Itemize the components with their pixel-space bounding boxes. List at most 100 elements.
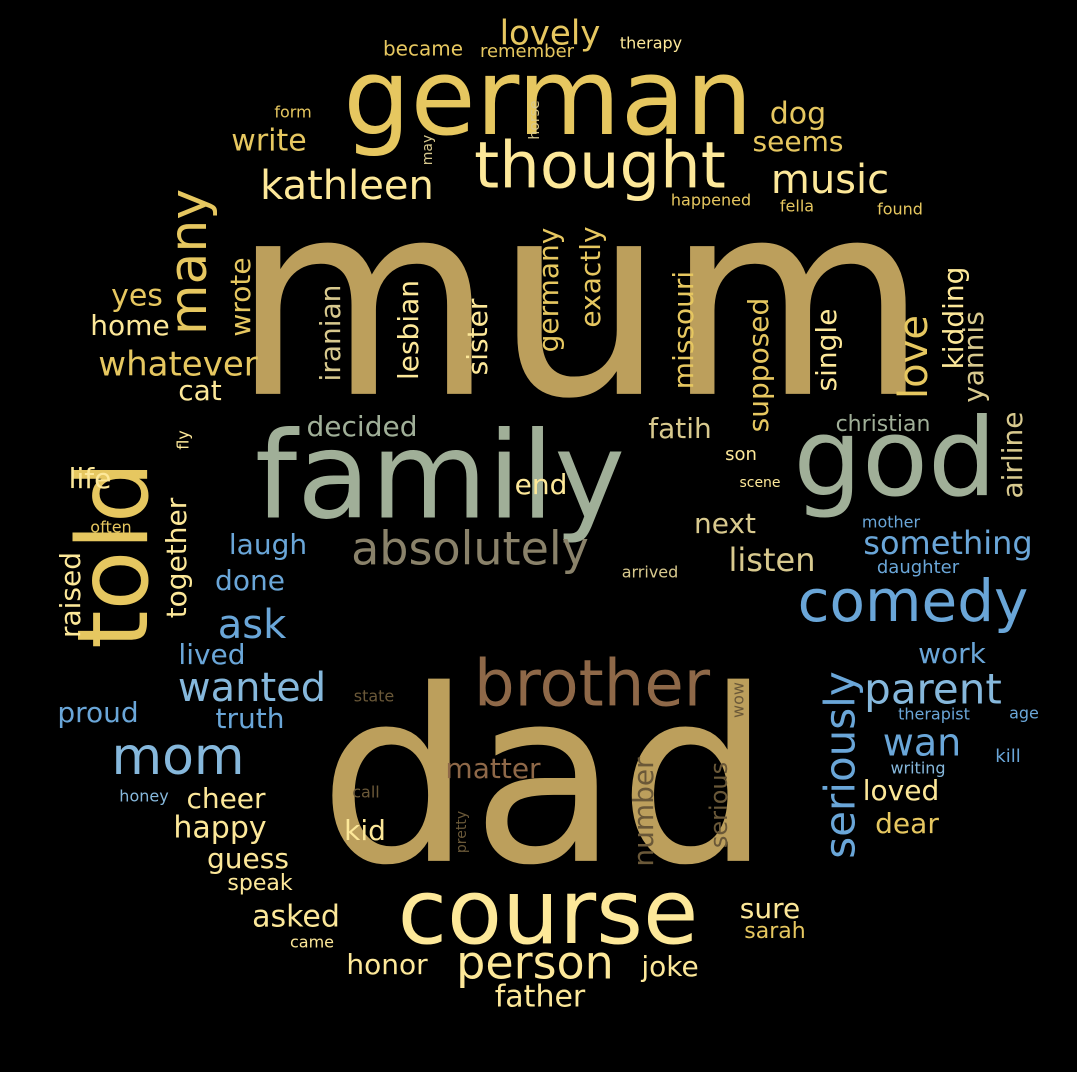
cloud-word-iranian: iranian [314,285,347,382]
cloud-word-may: may [420,135,436,166]
cloud-word-seriously: seriously [816,671,865,858]
cloud-word-next: next [694,507,756,540]
cloud-word-therapy: therapy [620,34,682,53]
cloud-word-mother: mother [862,513,921,532]
cloud-word-supposed: supposed [742,298,775,433]
cloud-word-speak: speak [227,871,292,896]
cloud-word-honor: honor [346,948,428,981]
cloud-word-state: state [354,687,395,706]
cloud-word-christian: christian [836,412,931,437]
cloud-word-single: single [810,309,843,392]
cloud-word-music: music [771,157,889,203]
cloud-word-seems: seems [753,125,844,158]
cloud-word-mom: mom [111,727,244,787]
cloud-word-write: write [231,124,306,159]
cloud-word-person: person [456,936,614,990]
cloud-word-kid: kid [344,814,386,847]
cloud-word-wanted: wanted [178,665,326,711]
cloud-word-exactly: exactly [574,226,607,327]
cloud-word-mum: mum [231,143,928,458]
cloud-word-raised: raised [54,552,87,638]
cloud-word-cheer: cheer [186,782,266,815]
cloud-word-life: life [69,462,112,495]
cloud-word-wrote: wrote [224,257,257,336]
cloud-word-scene: scene [739,475,780,491]
cloud-word-brother: brother [474,648,711,722]
cloud-word-joke: joke [640,950,698,983]
cloud-word-fatih: fatih [648,412,712,445]
cloud-word-asked: asked [252,900,340,935]
cloud-word-love: love [891,315,937,399]
cloud-word-something: something [863,524,1032,562]
cloud-word-therapist: therapist [898,705,970,724]
cloud-word-matter: matter [445,752,541,785]
cloud-word-kill: kill [995,746,1020,767]
cloud-word-found: found [877,200,923,219]
cloud-word-parent: parent [864,665,1002,714]
cloud-word-laugh: laugh [229,528,307,561]
cloud-word-yes: yes [111,279,163,314]
cloud-word-dog: dog [770,97,826,132]
cloud-word-number: number [627,757,660,867]
cloud-word-truth: truth [216,702,285,735]
cloud-word-german: german [343,36,753,159]
cloud-word-thought: thought [474,130,726,204]
cloud-word-airline: airline [996,412,1029,499]
cloud-word-decided: decided [307,410,418,443]
cloud-word-happened: happened [671,191,751,210]
cloud-word-dear: dear [875,807,939,840]
cloud-word-comedy: comedy [798,567,1029,635]
cloud-word-yannis: yannis [957,311,990,403]
cloud-word-proud: proud [57,696,138,729]
cloud-word-became: became [383,37,463,61]
cloud-word-daughter: daughter [877,557,960,578]
cloud-word-wow: wow [729,682,748,718]
cloud-word-work: work [918,637,987,670]
cloud-word-father: father [495,980,586,1015]
cloud-word-came: came [290,933,334,952]
cloud-word-together: together [160,497,193,618]
cloud-word-cat: cat [178,374,222,407]
cloud-word-ask: ask [218,602,287,648]
cloud-word-done: done [215,564,285,597]
cloud-word-honey: honey [119,787,168,806]
cloud-word-son: son [725,444,757,465]
cloud-word-call: call [352,783,380,802]
cloud-word-kidding: kidding [937,267,970,370]
cloud-word-germany: germany [532,228,565,353]
cloud-word-dad: dad [319,638,771,918]
cloud-word-sarah: sarah [744,919,805,944]
cloud-word-arrived: arrived [622,563,679,582]
cloud-word-home: home [90,309,169,342]
cloud-word-absolutely: absolutely [351,522,589,576]
cloud-word-whatever: whatever [98,345,257,385]
cloud-word-missouri: missouri [667,271,700,389]
cloud-word-age: age [1009,704,1039,723]
cloud-word-sure: sure [740,892,800,925]
cloud-word-lived: lived [178,638,245,671]
cloud-word-often: often [90,518,131,537]
cloud-word-lesbian: lesbian [392,280,425,380]
cloud-word-listen: listen [729,541,816,579]
cloud-word-form: form [274,103,311,122]
cloud-word-god: god [793,396,996,521]
cloud-word-fella: fella [780,197,814,216]
cloud-word-serious: serious [705,762,733,848]
cloud-word-wan: wan [883,721,961,765]
cloud-word-lovely: lovely [500,14,601,54]
cloud-word-end: end [515,468,568,501]
cloud-word-happy: happy [173,811,266,846]
cloud-word-fly: fly [174,430,193,450]
cloud-word-family: family [255,408,625,547]
cloud-word-horse: horse [527,100,543,139]
cloud-word-sister: sister [461,298,494,375]
cloud-word-told: told [57,461,171,649]
cloud-word-loved: loved [863,774,939,807]
cloud-word-kathleen: kathleen [260,163,434,209]
cloud-word-writing: writing [890,759,945,778]
cloud-word-course: course [398,860,699,965]
cloud-word-remember: remember [480,41,575,62]
cloud-word-pretty: pretty [454,811,470,853]
cloud-word-guess: guess [207,842,289,875]
